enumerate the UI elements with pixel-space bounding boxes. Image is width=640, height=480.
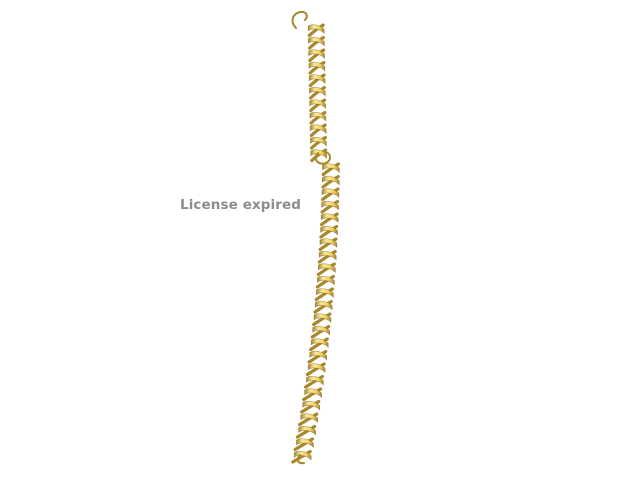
- lower-helix-back-strand: [319, 224, 339, 239]
- upper-helix-back-strand: [308, 48, 326, 63]
- lower-helix-turn: [304, 388, 322, 399]
- upper-helix-turn: [308, 49, 325, 60]
- upper-helix-turn: [310, 149, 327, 160]
- helix-back-strands: [291, 23, 341, 464]
- lower-helix-back-strand: [302, 387, 323, 402]
- lower-helix-turn: [298, 425, 316, 436]
- lower-helix-turn: [307, 363, 326, 374]
- lower-helix-turn: [320, 213, 339, 224]
- upper-helix-back-strand: [308, 73, 326, 88]
- upper-helix-back-strand: [309, 98, 327, 113]
- lower-helix-back-strand: [318, 237, 338, 252]
- upper-helix-back-strand: [310, 148, 328, 163]
- upper-helix-turn: [308, 36, 325, 47]
- upper-helix-turn: [308, 61, 326, 72]
- lower-helix-turn: [302, 400, 321, 411]
- lower-helix-turn: [306, 375, 324, 386]
- lower-helix-turn: [314, 300, 333, 311]
- upper-helix-back-strand: [309, 85, 326, 100]
- lower-helix-turn: [293, 450, 312, 461]
- lower-helix-back-strand: [321, 162, 341, 177]
- lower-helix-back-strand: [300, 399, 321, 414]
- lower-helix-back-strand: [319, 212, 339, 227]
- lower-helix-turn: [316, 288, 334, 299]
- helix-front-strands: [293, 24, 340, 461]
- lower-helix-turn: [318, 263, 336, 274]
- lower-helix-turn: [317, 275, 335, 286]
- lower-helix-back-strand: [291, 449, 312, 464]
- upper-helix-back-strand: [308, 35, 325, 50]
- lower-helix-back-strand: [317, 249, 337, 264]
- lower-helix-back-strand: [316, 262, 336, 277]
- lower-helix-turn: [322, 163, 340, 174]
- upper-helix-turn: [310, 136, 327, 147]
- upper-helix-back-strand: [309, 110, 327, 125]
- upper-helix-back-strand: [310, 135, 327, 150]
- lower-helix-back-strand: [314, 287, 334, 302]
- upper-helix-turn: [309, 99, 326, 110]
- lower-helix-turn: [320, 225, 338, 236]
- lower-helix-back-strand: [312, 312, 332, 327]
- lower-helix-turn: [312, 325, 330, 336]
- lower-helix-turn: [296, 438, 314, 449]
- lower-helix-back-strand: [293, 437, 315, 452]
- n-terminus-loop: [291, 10, 308, 29]
- lower-helix-turn: [300, 413, 319, 424]
- c-terminus-tail: [296, 454, 305, 465]
- lower-helix-back-strand: [313, 299, 333, 314]
- upper-helix-back-strand: [309, 123, 327, 138]
- lower-helix-turn: [319, 238, 338, 249]
- lower-helix-back-strand: [305, 362, 326, 377]
- lower-helix-back-strand: [321, 174, 340, 189]
- upper-helix-back-strand: [307, 23, 325, 38]
- upper-helix-turn: [309, 124, 327, 135]
- lower-helix-back-strand: [310, 324, 331, 339]
- central-loop: [314, 151, 331, 165]
- lower-helix-back-strand: [321, 187, 340, 202]
- lower-helix-back-strand: [315, 274, 335, 289]
- lower-helix-turn: [313, 313, 332, 324]
- lower-helix-back-strand: [298, 412, 319, 427]
- license-expired-watermark: License expired: [180, 197, 302, 213]
- lower-helix-back-strand: [309, 337, 329, 352]
- lower-helix-back-strand: [295, 424, 317, 439]
- lower-helix-back-strand: [307, 349, 328, 364]
- upper-helix-turn: [309, 111, 327, 122]
- upper-helix-back-strand: [308, 60, 326, 75]
- upper-helix-turn: [309, 86, 326, 97]
- lower-helix-turn: [318, 250, 337, 261]
- lower-helix-turn: [309, 350, 328, 361]
- lower-helix-back-strand: [304, 374, 325, 389]
- lower-helix-turn: [321, 175, 340, 186]
- lower-helix-back-strand: [320, 199, 340, 214]
- upper-helix-turn: [308, 74, 326, 85]
- lower-helix-turn: [310, 338, 329, 349]
- lower-helix-turn: [321, 188, 340, 199]
- upper-helix-turn: [307, 24, 325, 35]
- lower-helix-turn: [321, 200, 339, 211]
